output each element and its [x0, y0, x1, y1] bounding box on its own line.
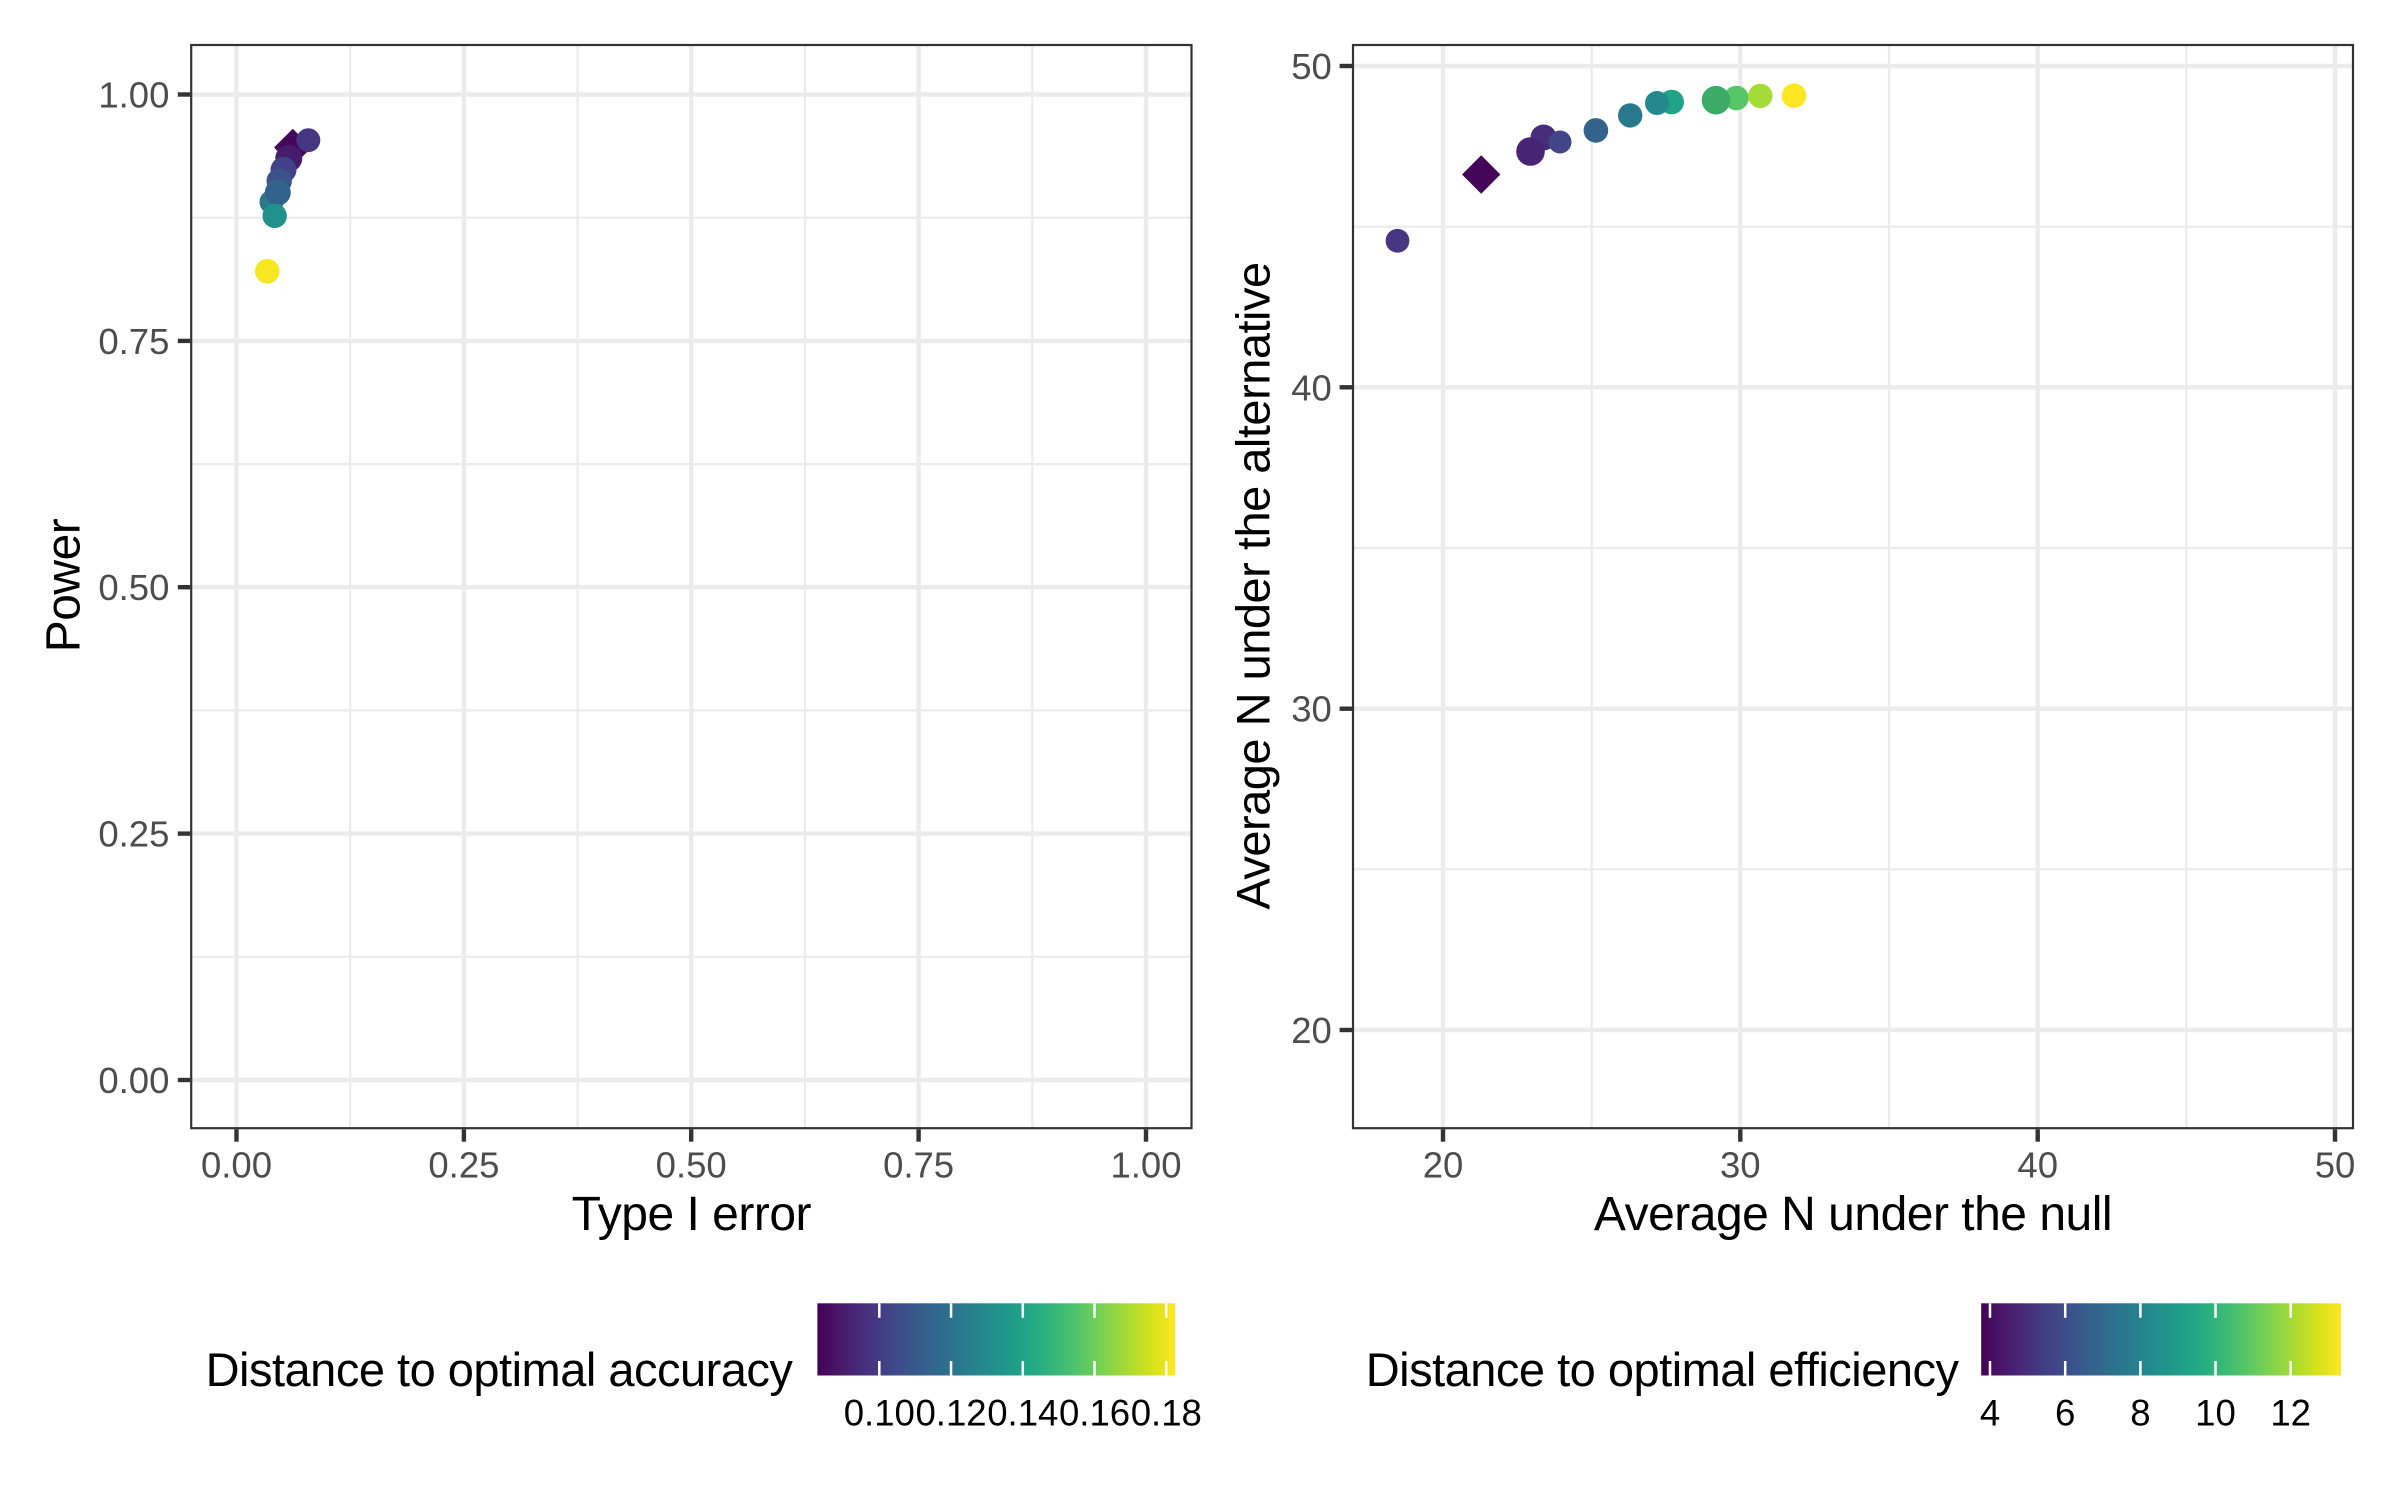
svg-text:1.00: 1.00 — [1110, 1145, 1181, 1186]
svg-text:6: 6 — [2055, 1393, 2075, 1434]
svg-text:0.18: 0.18 — [1131, 1393, 1202, 1434]
svg-text:12: 12 — [2270, 1393, 2311, 1434]
svg-text:Type I error: Type I error — [572, 1188, 812, 1241]
svg-text:20: 20 — [1291, 1010, 1332, 1051]
svg-text:40: 40 — [2017, 1145, 2058, 1186]
svg-text:0.14: 0.14 — [987, 1393, 1058, 1434]
svg-text:0.25: 0.25 — [428, 1145, 499, 1186]
svg-text:50: 50 — [2315, 1145, 2356, 1186]
svg-text:0.00: 0.00 — [98, 1060, 169, 1101]
svg-text:0.12: 0.12 — [915, 1393, 986, 1434]
svg-text:Power: Power — [37, 518, 90, 652]
svg-text:10: 10 — [2195, 1393, 2236, 1434]
svg-text:Average N under the null: Average N under the null — [1594, 1188, 2112, 1241]
svg-text:30: 30 — [1291, 689, 1332, 730]
svg-text:4: 4 — [1980, 1393, 2000, 1434]
svg-text:50: 50 — [1291, 46, 1332, 87]
svg-text:8: 8 — [2130, 1393, 2150, 1434]
svg-text:0.50: 0.50 — [656, 1145, 727, 1186]
svg-text:0.10: 0.10 — [844, 1393, 915, 1434]
svg-text:30: 30 — [1720, 1145, 1761, 1186]
svg-text:40: 40 — [1291, 367, 1332, 408]
svg-text:0.25: 0.25 — [98, 814, 169, 855]
svg-text:0.00: 0.00 — [201, 1145, 272, 1186]
svg-text:0.16: 0.16 — [1059, 1393, 1130, 1434]
svg-text:Distance to optimal efficiency: Distance to optimal efficiency — [1366, 1343, 1960, 1396]
svg-text:0.75: 0.75 — [883, 1145, 954, 1186]
svg-text:Average N under the alternativ: Average N under the alternative — [1227, 262, 1280, 909]
svg-text:0.50: 0.50 — [98, 567, 169, 608]
svg-text:0.75: 0.75 — [98, 321, 169, 362]
svg-text:1.00: 1.00 — [98, 75, 169, 116]
svg-text:20: 20 — [1423, 1145, 1464, 1186]
svg-text:Distance to optimal accuracy: Distance to optimal accuracy — [206, 1343, 794, 1396]
